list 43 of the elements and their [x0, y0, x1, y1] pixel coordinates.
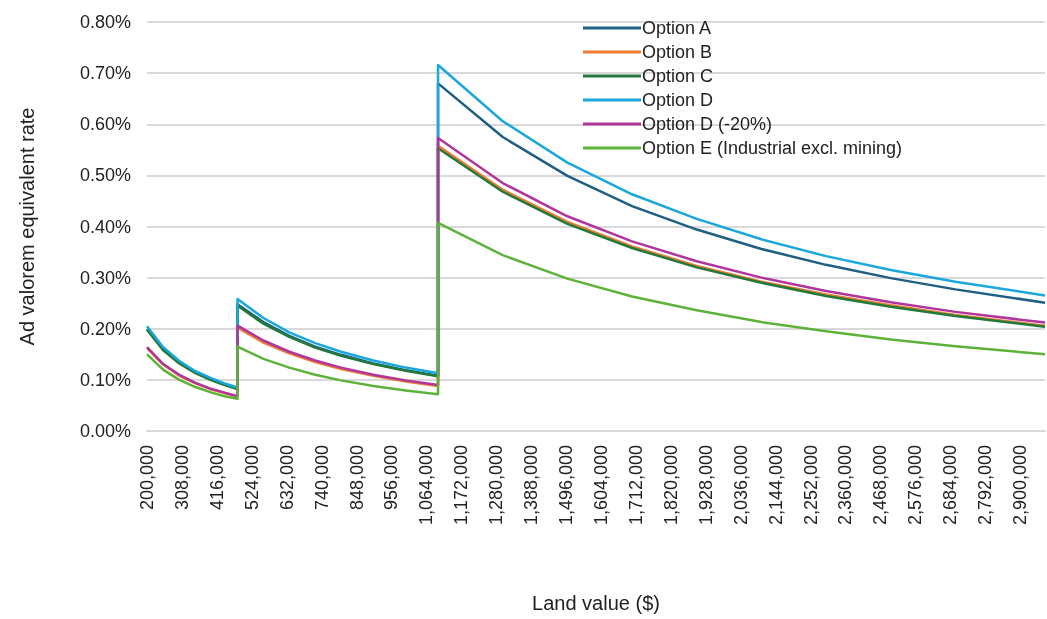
x-tick-label: 2,684,000	[940, 445, 961, 526]
legend-label: Option B	[642, 42, 713, 62]
x-tick-label: 524,000	[241, 445, 262, 511]
y-axis-title: Ad valorem equivalent rate	[16, 107, 38, 346]
x-tick-label: 2,468,000	[870, 445, 891, 526]
x-tick-label: 632,000	[276, 445, 297, 511]
y-tick-label: 0.70%	[79, 63, 131, 84]
x-tick-label: 1,712,000	[625, 445, 646, 526]
legend-label: Option D	[642, 90, 714, 110]
x-tick-label: 956,000	[381, 445, 402, 511]
legend-label: Option A	[642, 18, 712, 38]
x-tick-label: 1,280,000	[486, 445, 507, 526]
y-tick-label: 0.00%	[79, 421, 131, 441]
y-tick-label: 0.10%	[79, 369, 131, 390]
x-axis-title: Land value ($)	[532, 592, 660, 614]
x-tick-label: 200,000	[137, 445, 157, 511]
y-tick-label: 0.50%	[79, 165, 131, 186]
legend-label: Option E (Industrial excl. mining)	[642, 138, 903, 158]
y-tick-label: 0.40%	[79, 216, 131, 237]
x-tick-label: 2,792,000	[975, 445, 996, 526]
x-tick-label: 2,900,000	[1010, 445, 1031, 526]
x-tick-label: 1,388,000	[521, 445, 542, 526]
y-tick-label: 0.80%	[79, 12, 131, 32]
x-tick-label: 740,000	[311, 445, 332, 511]
x-tick-label: 1,820,000	[660, 445, 681, 526]
x-tick-label: 1,064,000	[416, 445, 437, 526]
y-tick-label: 0.60%	[79, 114, 131, 135]
x-tick-label: 2,576,000	[905, 445, 926, 526]
x-tick-label: 2,252,000	[800, 445, 821, 526]
x-tick-label: 1,496,000	[556, 445, 577, 526]
x-tick-label: 848,000	[346, 445, 367, 511]
x-tick-label: 416,000	[206, 445, 227, 511]
x-tick-label: 1,604,000	[591, 445, 612, 526]
y-tick-label: 0.30%	[79, 267, 131, 288]
x-tick-label: 2,360,000	[835, 445, 856, 526]
x-tick-label: 1,172,000	[451, 445, 472, 526]
x-tick-label: 308,000	[171, 445, 192, 511]
legend-label: Option D (-20%)	[642, 114, 773, 134]
x-tick-label: 2,144,000	[765, 445, 786, 526]
y-tick-label: 0.20%	[79, 318, 131, 339]
x-tick-label: 1,928,000	[695, 445, 716, 526]
legend-label: Option C	[642, 66, 714, 86]
x-tick-label: 2,036,000	[730, 445, 751, 526]
